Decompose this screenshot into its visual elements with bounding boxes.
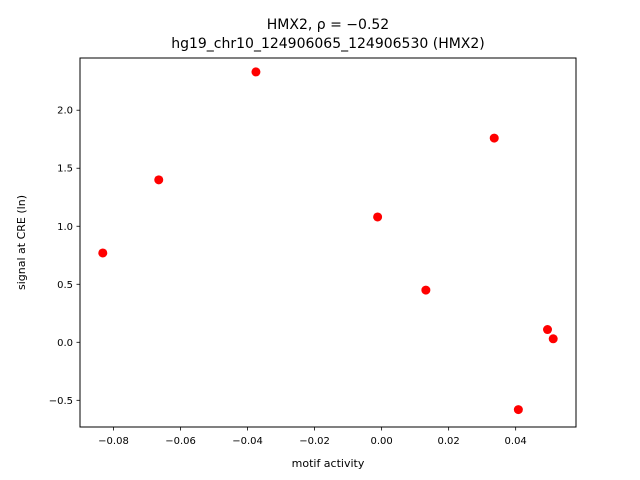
y-tick-label: 0.5 (57, 280, 73, 291)
data-point (154, 175, 164, 185)
data-point (251, 67, 261, 77)
x-tick-label: 0.04 (505, 436, 527, 447)
data-point (489, 133, 499, 143)
data-point (98, 248, 108, 258)
x-tick-label: −0.06 (165, 436, 196, 447)
x-tick-label: −0.08 (98, 436, 129, 447)
x-tick-label: 0.00 (370, 436, 392, 447)
x-axis-ticks: −0.08 −0.06 −0.04 −0.02 0.00 0.02 0.04 (98, 427, 527, 447)
x-axis-label: motif activity (292, 457, 365, 470)
data-point (421, 285, 431, 295)
y-tick-label: 1.5 (57, 164, 73, 175)
y-axis-label: signal at CRE (ln) (15, 195, 28, 290)
y-tick-label: 0.0 (57, 338, 73, 349)
data-points (98, 67, 558, 415)
data-point (513, 405, 523, 415)
x-tick-label: −0.02 (299, 436, 330, 447)
data-point (543, 325, 553, 335)
plot-frame (79, 57, 577, 428)
chart-title: HMX2, ρ = −0.52 (267, 17, 389, 33)
chart-subtitle: hg19_chr10_124906065_124906530 (HMX2) (171, 36, 485, 52)
y-tick-label: −0.5 (49, 396, 73, 407)
y-axis-ticks: −0.5 0.0 0.5 1.0 1.5 2.0 (49, 106, 80, 407)
y-tick-label: 1.0 (57, 222, 73, 233)
y-tick-label: 2.0 (57, 106, 73, 117)
x-tick-label: −0.04 (232, 436, 263, 447)
x-tick-label: 0.02 (438, 436, 460, 447)
data-point (548, 334, 558, 344)
data-point (373, 212, 383, 222)
